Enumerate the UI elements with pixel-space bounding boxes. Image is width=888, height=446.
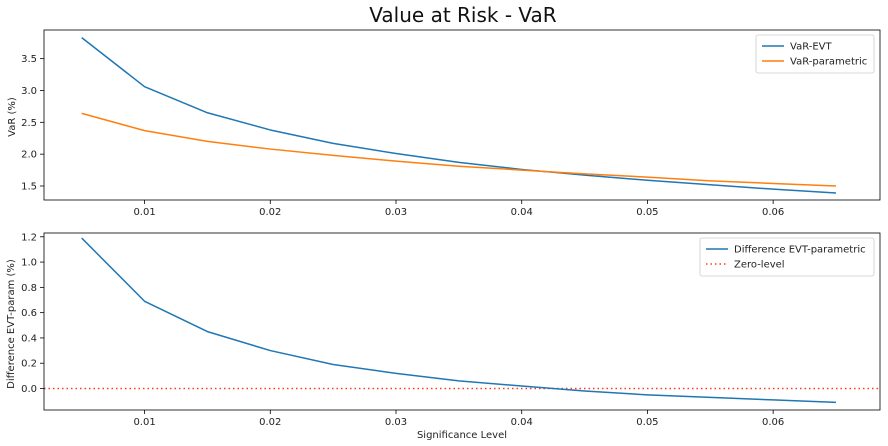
y-tick-label: 3.0 <box>21 86 37 97</box>
y-tick-label: 0.0 <box>21 384 37 395</box>
legend-label: VaR-EVT <box>790 42 833 53</box>
y-tick-label: 0.4 <box>21 333 37 344</box>
x-tick-label: 0.02 <box>259 207 281 218</box>
y-tick-label: 1.0 <box>21 258 37 269</box>
x-tick-label: 0.05 <box>636 207 658 218</box>
y-tick-label: 0.2 <box>21 359 37 370</box>
x-axis-label: Significance Level <box>417 430 507 441</box>
x-tick-label: 0.06 <box>762 417 784 428</box>
y-tick-label: 2.0 <box>21 150 37 161</box>
plot-frame <box>43 29 881 201</box>
y-tick-label: 0.8 <box>21 283 37 294</box>
chart-title: Value at Risk - VaR <box>369 3 557 27</box>
var-chart: Value at Risk - VaR VaR (%) 0.01 0.02 0.03… <box>7 3 881 218</box>
y-tick-label: 2.5 <box>21 118 37 129</box>
y-tick-label: 0.6 <box>21 308 37 319</box>
x-tick-label: 0.03 <box>385 207 407 218</box>
legend-box <box>699 237 875 277</box>
x-tick-label: 0.03 <box>385 417 407 428</box>
y-axis-label: Difference EVT-param (%) <box>6 259 17 389</box>
plot-frame <box>43 232 881 411</box>
x-tick-label: 0.01 <box>133 417 155 428</box>
y-tick-label: 1.5 <box>21 181 37 192</box>
x-tick-label: 0.01 <box>133 207 155 218</box>
x-tick-label: 0.06 <box>762 207 784 218</box>
x-tick-label: 0.04 <box>511 207 533 218</box>
difference-chart: Difference EVT-param (%) Significance Le… <box>6 232 881 441</box>
series-line-var-evt <box>81 37 837 194</box>
legend-label: Zero-level <box>734 260 785 271</box>
y-tick-label: 1.2 <box>21 232 37 243</box>
x-tick-label: 0.05 <box>636 417 658 428</box>
x-tick-label: 0.02 <box>259 417 281 428</box>
series-line-difference-evt-parametric <box>81 237 837 404</box>
y-axis-label: VaR (%) <box>7 97 18 137</box>
legend-label: Difference EVT-parametric <box>734 245 866 256</box>
x-tick-label: 0.04 <box>511 417 533 428</box>
y-tick-label: 3.5 <box>21 54 37 65</box>
series-line-var-parametric <box>81 112 837 187</box>
legend-box <box>755 34 875 74</box>
legend-label: VaR-parametric <box>790 57 867 68</box>
